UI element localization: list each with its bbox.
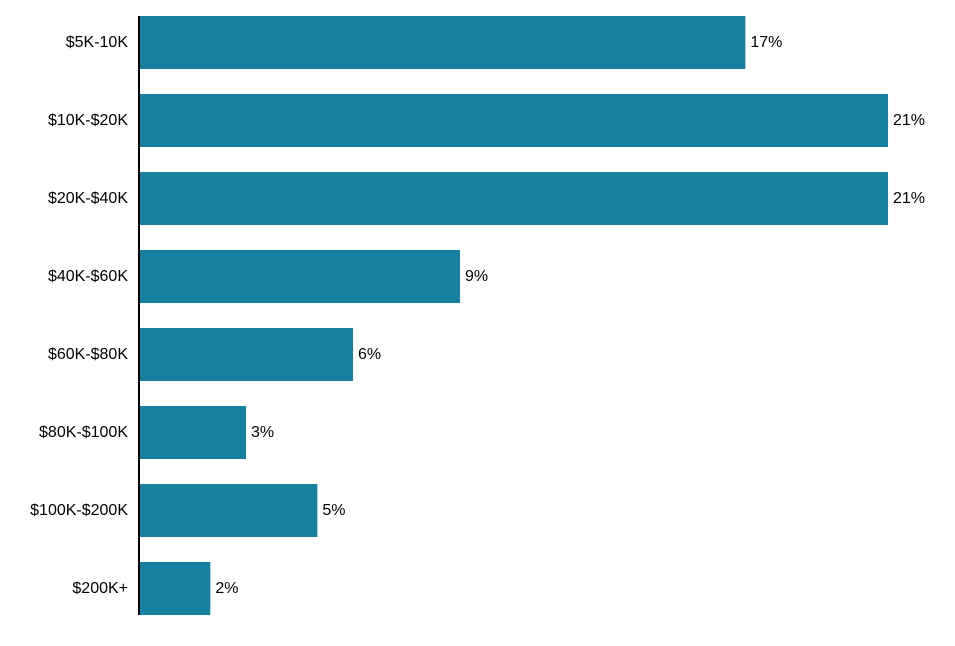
category-label-1: $10K-$20K [48,112,128,129]
category-label-6: $100K-$200K [30,502,128,519]
bar-5 [139,406,246,459]
bar-6 [139,484,318,537]
category-label-5: $80K-$100K [39,424,128,441]
category-label-3: $40K-$60K [48,268,128,285]
category-labels-group: $5K-10K $10K-$20K $20K-$40K $40K-$60K $60K-$… [30,34,128,597]
value-label-4: 6% [358,346,381,363]
value-label-3: 9% [465,268,488,285]
category-label-2: $20K-$40K [48,190,128,207]
category-label-0: $5K-10K [66,34,129,51]
bar-1 [139,94,888,147]
value-label-6: 5% [322,502,345,519]
value-labels-group: 17% 21% 21% 9% 6% 3% 5% 2% [215,34,925,597]
bar-7 [139,562,211,615]
category-label-7: $200K+ [72,580,128,597]
bar-4 [139,328,353,381]
value-label-0: 17% [750,34,782,51]
value-label-1: 21% [893,112,925,129]
bar-0 [139,16,746,69]
value-label-7: 2% [215,580,238,597]
bar-3 [139,250,460,303]
value-label-5: 3% [251,424,274,441]
category-label-4: $60K-$80K [48,346,128,363]
bars-group [139,16,888,615]
bar-2 [139,172,888,225]
value-label-2: 21% [893,190,925,207]
